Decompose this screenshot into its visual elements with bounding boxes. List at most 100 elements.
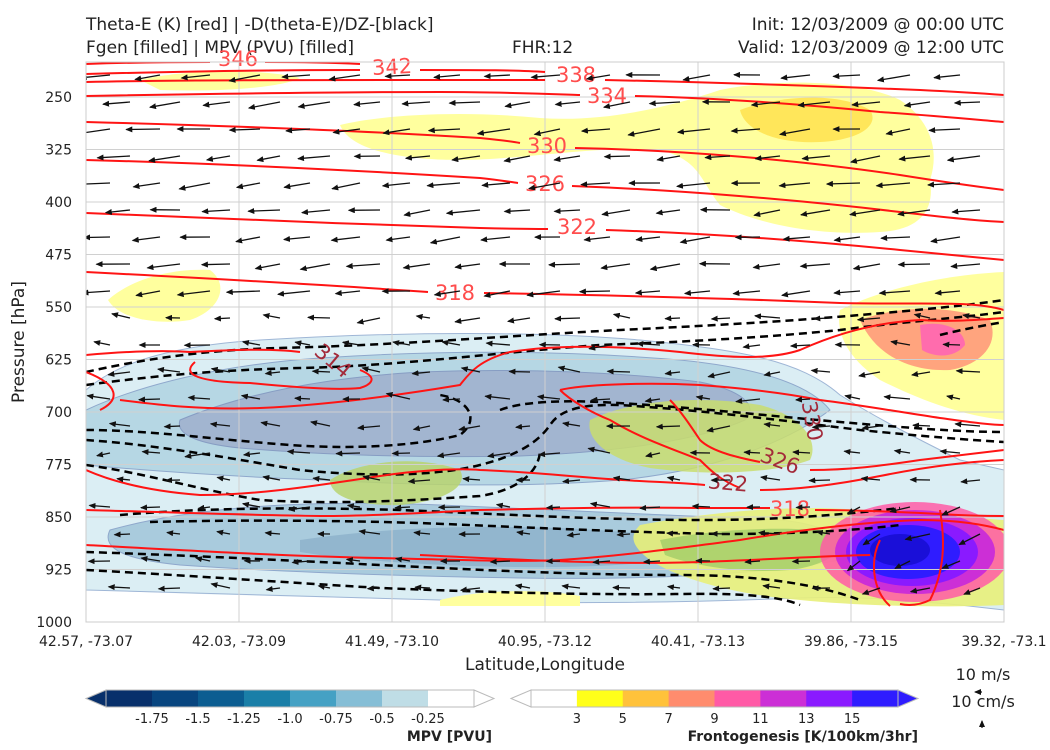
title-line2: Fgen [filled] | MPV (PVU) [filled] xyxy=(86,38,355,58)
wind-vector xyxy=(459,586,481,593)
wind-vector xyxy=(634,289,661,296)
wind-vector xyxy=(294,395,311,402)
wind-vector xyxy=(210,366,231,373)
wind-vector xyxy=(495,502,511,509)
wind-vector xyxy=(946,394,961,401)
theta-e-330 xyxy=(86,121,1004,191)
wind-vector xyxy=(180,74,211,81)
wind-vector xyxy=(460,366,481,373)
wind-vector xyxy=(635,236,661,243)
colorbar-swatch xyxy=(290,690,337,707)
stability-contour xyxy=(499,400,1004,434)
wind-vector xyxy=(557,365,581,373)
wind-vector xyxy=(361,366,381,373)
wind-vector xyxy=(763,421,781,428)
wind-vector xyxy=(86,393,111,400)
wind-vector xyxy=(849,209,881,217)
wind-vector xyxy=(413,530,431,537)
wind-vector xyxy=(391,450,411,457)
theta-e-342 xyxy=(86,69,546,75)
wind-vector xyxy=(860,475,881,482)
y-tick-label: 400 xyxy=(45,195,72,211)
stability-contour xyxy=(86,403,1004,476)
x-tick-label: 40.41, -73.13 xyxy=(651,634,745,650)
wind-vector xyxy=(706,425,731,433)
colorbar-swatch xyxy=(852,690,899,707)
wind-vector xyxy=(96,154,131,161)
wind-vector xyxy=(102,100,131,107)
wind-vector xyxy=(707,371,731,379)
wind-vector xyxy=(125,126,161,133)
wind-vector xyxy=(601,209,631,217)
stability-contour xyxy=(939,320,1004,337)
wind-vector xyxy=(407,478,431,485)
x-tick-label: 39.32, -73.1 xyxy=(961,634,1046,650)
wind-vector xyxy=(942,341,961,348)
wind-vector xyxy=(297,101,331,109)
wind-vector xyxy=(254,263,281,271)
wind-vector xyxy=(394,504,411,511)
wind-vector xyxy=(825,180,861,187)
wind-vector xyxy=(216,475,231,482)
wind-vector xyxy=(704,154,731,161)
wind-vector xyxy=(394,556,411,563)
wind-vector xyxy=(955,368,981,375)
wind-vector xyxy=(283,235,311,242)
wind-vector xyxy=(811,423,831,430)
wind-vector xyxy=(86,289,111,296)
wind-vector xyxy=(649,263,681,272)
wind-vector xyxy=(779,128,811,137)
colorbar-tick-label: 15 xyxy=(844,712,861,727)
wind-vector xyxy=(353,101,381,107)
wind-vector xyxy=(134,74,161,82)
wind-vector xyxy=(648,100,681,107)
theta-e-contour-label: 330 xyxy=(527,134,567,158)
wind-vector xyxy=(909,587,931,594)
wind-vector xyxy=(247,101,281,110)
y-tick-label: 475 xyxy=(45,248,72,264)
y-axis-label: Pressure [hPa] xyxy=(9,281,29,403)
wind-vector xyxy=(433,73,461,80)
wind-vector xyxy=(538,451,561,458)
wind-vector xyxy=(533,128,561,137)
wind-vector xyxy=(462,476,481,483)
x-tick-label: 39.86, -73.15 xyxy=(804,634,898,650)
wind-vector xyxy=(508,368,531,375)
wind-vector xyxy=(277,290,311,297)
y-tick-label: 625 xyxy=(45,353,72,369)
wind-vector xyxy=(954,421,981,428)
wind-vector xyxy=(483,73,511,80)
wind-vector xyxy=(487,452,511,459)
fgen-core-center xyxy=(870,534,930,566)
wind-vector xyxy=(880,234,911,241)
colorbar-swatch xyxy=(382,690,429,707)
wind-vector xyxy=(810,367,831,374)
fgen-fill-left xyxy=(108,269,221,322)
wind-vector xyxy=(958,533,981,546)
theta-e-326 xyxy=(86,159,1004,223)
wind-vector xyxy=(426,182,461,189)
wind-vector xyxy=(789,342,811,349)
wind-vector xyxy=(750,101,781,108)
wind-vector xyxy=(846,560,861,572)
wind-vector xyxy=(843,448,861,455)
wind-vector xyxy=(86,74,111,81)
fgen-colorbar-title: Frontogenesis [K/100km/3hr] xyxy=(688,729,918,745)
wind-vector xyxy=(946,155,981,163)
colorbar-swatch xyxy=(622,690,670,707)
wind-vector xyxy=(328,74,361,82)
wind-vector xyxy=(666,530,681,537)
wind-vector xyxy=(514,583,531,590)
x-tick-label: 42.03, -73.09 xyxy=(192,634,286,650)
wind-vector xyxy=(205,155,231,162)
forecast-hour: FHR:12 xyxy=(512,38,574,58)
wind-vector xyxy=(744,558,761,565)
wind-vector xyxy=(760,475,781,481)
wind-vector xyxy=(683,289,711,296)
mpv-fill-low-core xyxy=(300,526,720,568)
wind-vector xyxy=(852,263,881,271)
theta-e-contour-label: 326 xyxy=(525,172,565,196)
wind-vector xyxy=(108,421,131,428)
wind-vector xyxy=(311,368,331,375)
wind-vector xyxy=(433,290,461,297)
